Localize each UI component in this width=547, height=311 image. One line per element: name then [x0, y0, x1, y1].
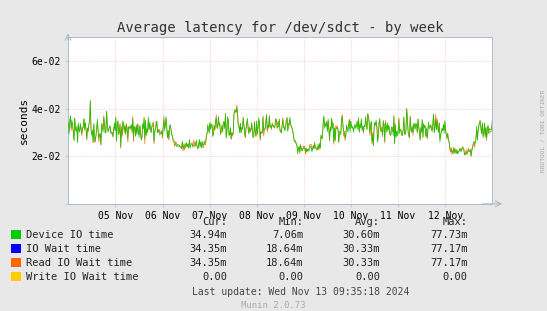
Text: Cur:: Cur: [202, 217, 227, 227]
Text: 18.64m: 18.64m [266, 258, 304, 268]
Text: 0.00: 0.00 [278, 272, 304, 282]
Text: 30.60m: 30.60m [342, 230, 380, 240]
Text: 77.17m: 77.17m [430, 244, 468, 254]
Text: 30.33m: 30.33m [342, 258, 380, 268]
Text: RRDTOOL / TOBI OETIKER: RRDTOOL / TOBI OETIKER [541, 89, 546, 172]
Text: 7.06m: 7.06m [272, 230, 304, 240]
Title: Average latency for /dev/sdct - by week: Average latency for /dev/sdct - by week [117, 21, 444, 35]
Text: 30.33m: 30.33m [342, 244, 380, 254]
Text: Min:: Min: [278, 217, 304, 227]
Text: Avg:: Avg: [355, 217, 380, 227]
Text: Device IO time: Device IO time [26, 230, 113, 240]
Text: Max:: Max: [443, 217, 468, 227]
Text: 18.64m: 18.64m [266, 244, 304, 254]
Text: 77.73m: 77.73m [430, 230, 468, 240]
Text: Read IO Wait time: Read IO Wait time [26, 258, 132, 268]
Text: 0.00: 0.00 [355, 272, 380, 282]
Text: 0.00: 0.00 [443, 272, 468, 282]
Text: 34.35m: 34.35m [189, 258, 227, 268]
Text: Write IO Wait time: Write IO Wait time [26, 272, 138, 282]
Text: Munin 2.0.73: Munin 2.0.73 [241, 301, 306, 310]
Text: 34.35m: 34.35m [189, 244, 227, 254]
Text: 77.17m: 77.17m [430, 258, 468, 268]
Y-axis label: seconds: seconds [19, 97, 28, 144]
Text: IO Wait time: IO Wait time [26, 244, 101, 254]
Text: 34.94m: 34.94m [189, 230, 227, 240]
Text: 0.00: 0.00 [202, 272, 227, 282]
Text: Last update: Wed Nov 13 09:35:18 2024: Last update: Wed Nov 13 09:35:18 2024 [192, 287, 410, 297]
